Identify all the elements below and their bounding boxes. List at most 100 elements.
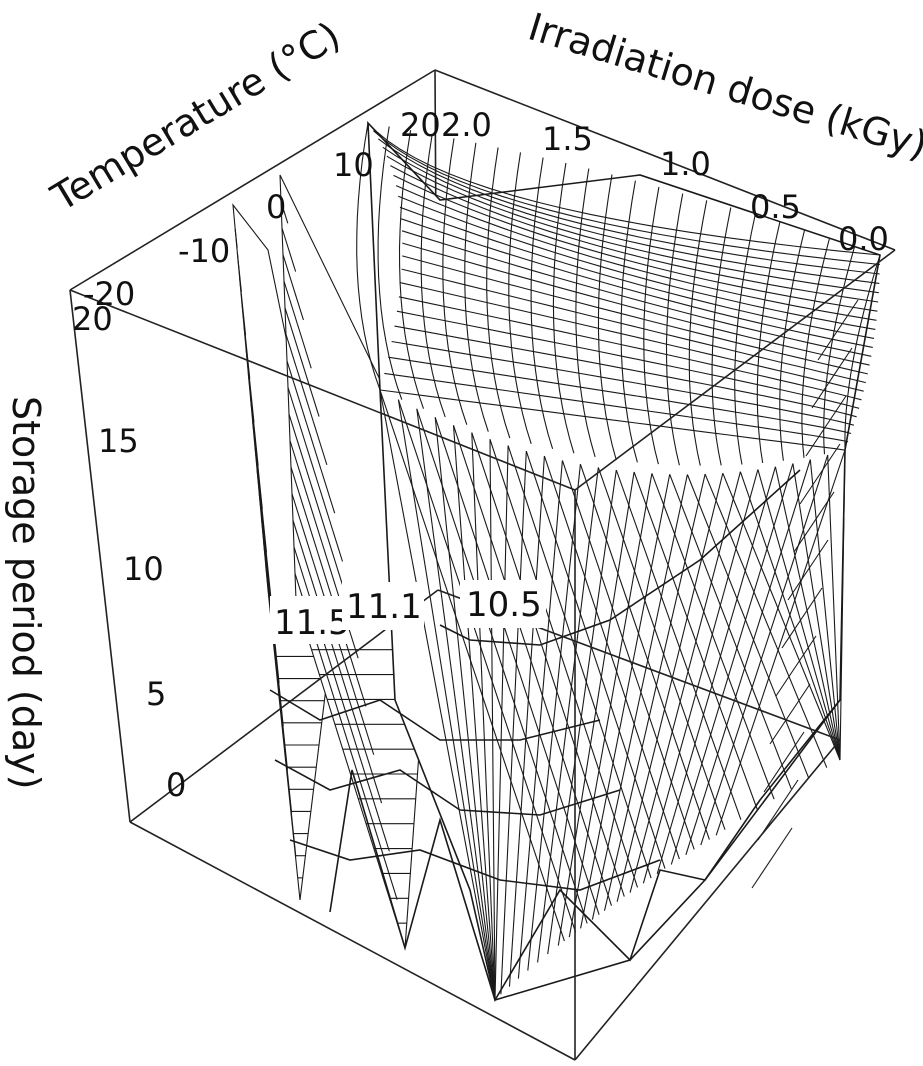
surface-mesh-line	[434, 417, 496, 1001]
surface-mesh-line	[517, 460, 563, 979]
surface-mesh-line	[287, 387, 344, 562]
surface-mesh-line	[827, 455, 841, 761]
surface-mesh-line	[603, 473, 706, 911]
box-edge	[69, 289, 131, 823]
surface-mesh-line	[779, 230, 806, 461]
surface-mesh-line	[402, 255, 868, 375]
surface-mesh-line	[774, 466, 841, 761]
irradiation-tick: 1.0	[660, 145, 711, 183]
surface-sheet	[280, 175, 430, 948]
contour-label-bg	[460, 580, 546, 628]
surface-mesh-line	[416, 408, 496, 1001]
storage-tick: 0	[166, 766, 186, 804]
surface-mesh-line	[809, 459, 841, 761]
surface-mesh-line	[393, 174, 878, 312]
surface-mesh-line	[373, 130, 880, 266]
surface-mesh-line	[486, 147, 511, 439]
surface-mesh-line	[616, 473, 724, 902]
surface-mesh-line	[591, 474, 688, 920]
surface-mesh-line	[434, 417, 600, 915]
surface-mesh-line	[398, 195, 876, 330]
temperature-tick: 10	[333, 146, 374, 184]
surface-mesh-line	[500, 451, 527, 995]
surface-mesh-line	[670, 463, 794, 865]
contour-labels: 11.5 11.1 10.5	[270, 580, 546, 644]
surface-mesh-line	[665, 193, 684, 466]
surface-contour-line	[274, 759, 621, 816]
contour-label-11-1: 11.1	[346, 587, 422, 627]
surface-mesh-line	[388, 356, 852, 435]
surface-mesh-line	[390, 165, 879, 303]
storage-axis-title: Storage period (day)	[4, 396, 48, 789]
surface-mesh-line	[620, 180, 638, 463]
surface-mesh-line	[401, 268, 866, 384]
temperature-tick: 0	[266, 188, 286, 226]
surface-mesh-line	[452, 425, 496, 1001]
surface-mesh-line	[283, 281, 312, 369]
box-front-edges	[69, 249, 896, 1061]
surface-mesh-line	[377, 138, 880, 275]
irradiation-tick: 0.5	[750, 188, 801, 226]
surface-outline	[279, 174, 431, 949]
surface-sheet	[233, 205, 338, 900]
surface-mesh-line	[700, 454, 829, 846]
surface-mesh-line	[527, 464, 581, 971]
surface-mesh-line	[688, 200, 708, 466]
surface-mesh-line	[757, 469, 841, 761]
surface-mesh-line	[397, 399, 496, 1001]
surface-mesh-line	[281, 227, 297, 272]
surface-mesh-line	[769, 683, 811, 745]
surface-mesh-line	[286, 360, 336, 514]
storage-tick: 10	[123, 550, 164, 588]
surface-mesh-line	[552, 162, 575, 454]
surface-mesh-line	[597, 174, 617, 461]
surface-mesh-line	[464, 142, 489, 432]
surface-mesh-line	[805, 395, 847, 457]
surface-mesh-line	[489, 439, 496, 1001]
surface-bottom-edge	[329, 699, 841, 1002]
surface-mesh-line	[686, 474, 810, 779]
surface-mesh-line	[471, 432, 496, 1001]
surface-mesh-line	[685, 459, 811, 855]
surface-mesh-line	[382, 146, 880, 284]
surface-mesh-line	[489, 439, 639, 888]
surface-mesh-line	[799, 443, 841, 505]
surface-mesh-line	[288, 413, 351, 610]
surface-mesh-line	[399, 206, 875, 339]
surface-mesh-line	[787, 539, 829, 601]
box-edge	[574, 739, 841, 1061]
storage-tick: 15	[98, 422, 139, 460]
surface-mesh-line	[452, 425, 613, 906]
surface-mesh-line	[471, 432, 625, 897]
surface-mesh-line	[384, 372, 849, 443]
surface-mesh-line	[398, 130, 425, 409]
surface-mesh-line	[420, 134, 446, 418]
surface-mesh-line	[642, 469, 759, 884]
surface-mesh-line	[292, 520, 383, 804]
surface-mesh-line	[290, 467, 367, 707]
temperature-tick: -10	[178, 232, 230, 270]
surface-mesh-line	[416, 408, 588, 924]
storage-tick: 20	[72, 300, 113, 338]
irradiation-tick: 1.5	[542, 120, 593, 158]
surface-mesh-line	[756, 222, 781, 463]
surface-mesh-line	[284, 307, 320, 417]
surface-mesh-line	[508, 152, 532, 444]
surface-mesh-line	[285, 334, 328, 466]
surface-mesh-line	[651, 473, 775, 800]
surface-outline	[367, 120, 881, 1002]
surface-mesh-line	[643, 186, 660, 465]
surface-mesh-line	[398, 296, 862, 401]
contour-label-bg	[342, 582, 424, 630]
surface-mesh-line	[715, 449, 846, 836]
surface-mesh-line	[575, 168, 596, 458]
box-edge	[574, 249, 896, 491]
surface-mesh-line	[580, 474, 671, 929]
surface-mesh-line	[401, 230, 872, 357]
surface-mesh-line	[711, 207, 732, 466]
response-surface	[232, 120, 881, 1002]
surface-mesh-line	[844, 254, 881, 451]
surface-contour-line	[269, 689, 601, 741]
surface-mesh-line	[811, 347, 853, 409]
surface-mesh-line	[669, 474, 792, 790]
